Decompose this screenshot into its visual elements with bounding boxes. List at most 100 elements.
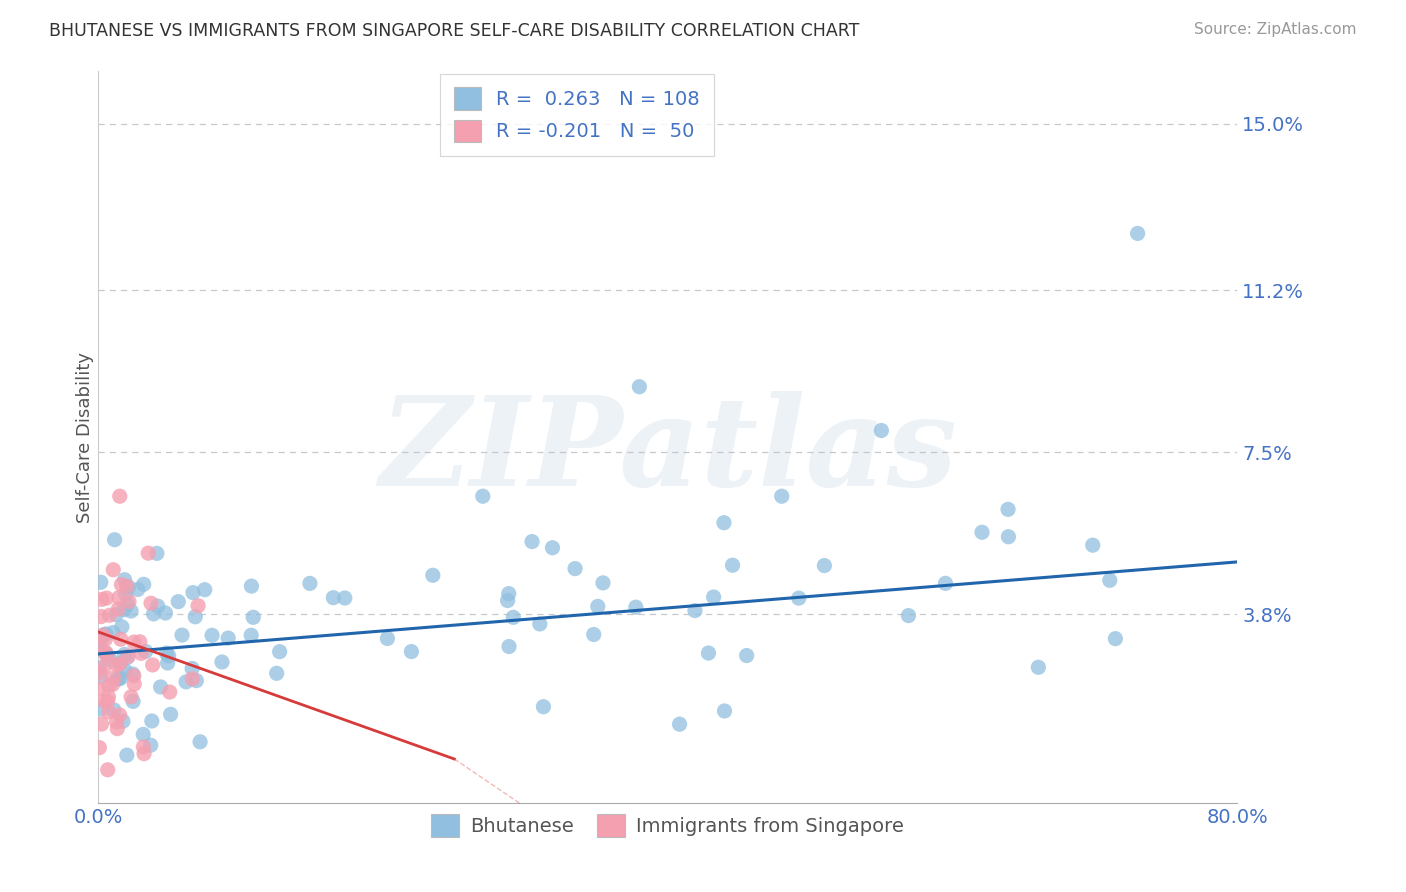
Point [103, 563, 125, 577]
Point [122, 669, 145, 683]
Point [96, 648, 118, 663]
Point [167, 595, 190, 609]
Point [105, 657, 128, 672]
Point [194, 582, 217, 597]
Point [108, 657, 131, 671]
Point [114, 587, 136, 601]
Point [531, 699, 554, 714]
Point [184, 609, 207, 624]
Point [115, 748, 138, 763]
Point [122, 635, 145, 649]
Point [105, 672, 128, 686]
Point [201, 628, 224, 642]
Point [87, 661, 110, 675]
Point [624, 600, 647, 615]
Text: ZIPatlas: ZIPatlas [378, 391, 957, 513]
Point [103, 671, 125, 685]
Point [157, 648, 180, 663]
Point [142, 657, 165, 672]
Point [333, 591, 356, 605]
Point [970, 525, 993, 540]
Point [93, 645, 115, 659]
Point [110, 671, 132, 685]
Point [118, 594, 141, 608]
Text: Source: ZipAtlas.com: Source: ZipAtlas.com [1194, 22, 1357, 37]
Point [90, 592, 112, 607]
Point [108, 657, 131, 671]
Point [770, 489, 793, 503]
Point [94, 632, 117, 646]
Point [94, 627, 117, 641]
Point [496, 593, 519, 607]
Point [87, 681, 110, 696]
Point [401, 644, 423, 658]
Point [91, 628, 114, 642]
Point [156, 656, 179, 670]
Point [93, 694, 115, 708]
Point [122, 677, 145, 691]
Point [120, 690, 142, 704]
Point [127, 582, 149, 597]
Point [813, 558, 835, 573]
Point [107, 602, 129, 616]
Point [240, 628, 263, 642]
Point [502, 610, 524, 624]
Point [90, 717, 112, 731]
Point [104, 533, 127, 547]
Point [132, 727, 155, 741]
Point [181, 585, 204, 599]
Point [170, 628, 193, 642]
Point [98, 608, 121, 623]
Point [240, 579, 263, 593]
Point [101, 677, 124, 691]
Point [266, 666, 288, 681]
Point [105, 714, 128, 729]
Point [870, 424, 893, 438]
Point [89, 740, 111, 755]
Point [111, 620, 134, 634]
Point [149, 680, 172, 694]
Point [787, 591, 810, 606]
Point [94, 646, 117, 660]
Point [713, 516, 735, 530]
Point [586, 599, 609, 614]
Point [128, 634, 150, 648]
Point [108, 489, 131, 503]
Point [97, 763, 120, 777]
Point [117, 649, 139, 664]
Point [322, 591, 344, 605]
Point [217, 631, 239, 645]
Point [1126, 227, 1149, 241]
Point [110, 577, 132, 591]
Point [1104, 632, 1126, 646]
Point [592, 575, 614, 590]
Point [146, 546, 169, 560]
Point [117, 650, 139, 665]
Point [100, 653, 122, 667]
Point [721, 558, 744, 573]
Point [89, 640, 111, 654]
Point [141, 714, 163, 728]
Point [115, 598, 138, 612]
Point [132, 577, 155, 591]
Point [422, 568, 444, 582]
Point [897, 608, 920, 623]
Point [105, 722, 128, 736]
Point [129, 646, 152, 660]
Point [114, 648, 136, 662]
Point [159, 707, 181, 722]
Point [89, 665, 111, 680]
Point [242, 610, 264, 624]
Point [108, 708, 131, 723]
Point [93, 660, 115, 674]
Point [188, 735, 211, 749]
Y-axis label: Self-Care Disability: Self-Care Disability [76, 351, 94, 523]
Point [564, 561, 586, 575]
Point [142, 607, 165, 621]
Point [668, 717, 690, 731]
Point [1028, 660, 1050, 674]
Point [997, 530, 1019, 544]
Point [1081, 538, 1104, 552]
Point [498, 640, 520, 654]
Point [110, 632, 132, 647]
